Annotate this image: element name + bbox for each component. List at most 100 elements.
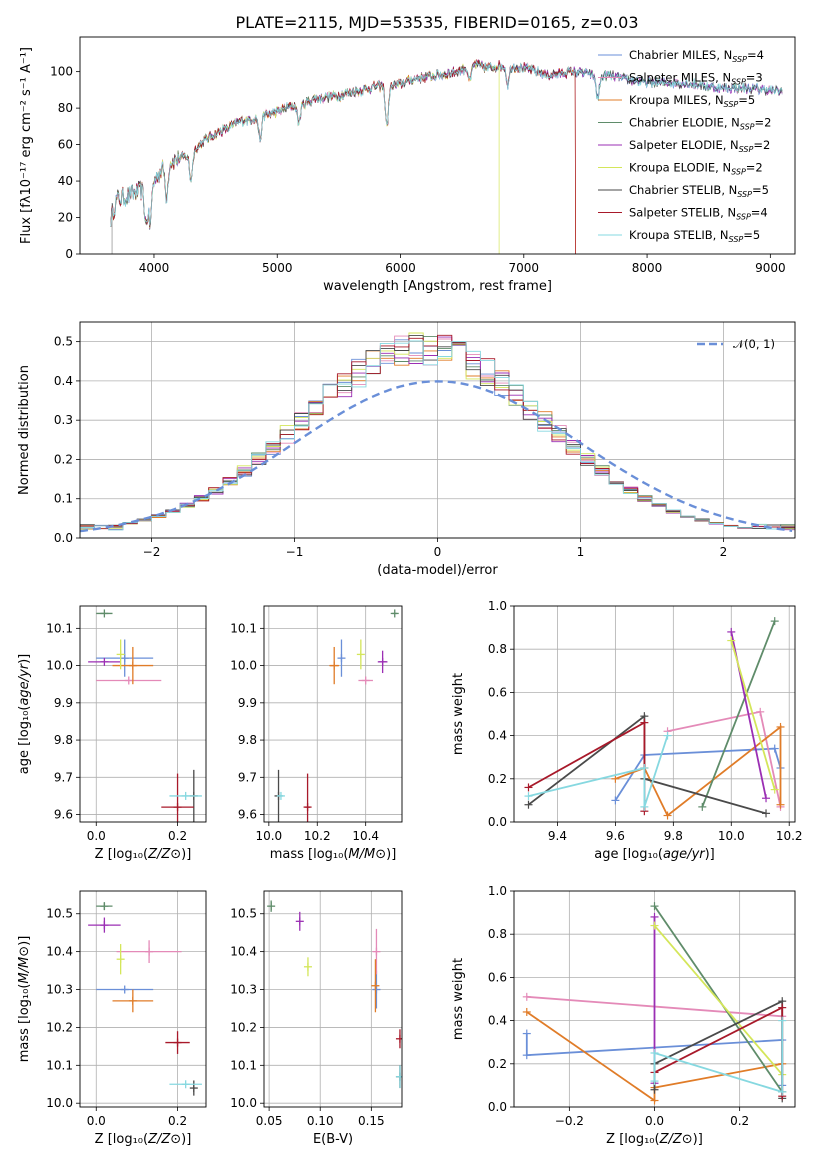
label-part: age/yr xyxy=(17,662,32,705)
y-tick-label: 0.3 xyxy=(54,413,73,427)
x-tick-label: 0.15 xyxy=(358,1114,385,1128)
point-salpeter-miles xyxy=(96,676,162,685)
x-tick-label: 0.0 xyxy=(87,829,106,843)
gaussian-legend-label: 𝒩(0, 1) xyxy=(733,337,775,351)
y-axis-label: Normed distribution xyxy=(17,365,32,495)
x-tick-label: 0.0 xyxy=(87,1114,106,1128)
y-tick-label: 0.0 xyxy=(488,1100,507,1114)
label-part: )] xyxy=(17,936,32,946)
x-tick-label: 0.2 xyxy=(168,1114,187,1128)
weight-line-kroupa-miles xyxy=(615,725,782,817)
plot-area xyxy=(522,902,787,1105)
label-part: )] xyxy=(181,847,191,862)
y-tick-label: 0.2 xyxy=(488,772,507,786)
legend-label: Chabrier STELIB, N xyxy=(629,183,737,197)
point-chabrier-elodie xyxy=(390,609,399,618)
point-kroupa-elodie xyxy=(116,944,125,975)
legend-entry: Kroupa MILES, NSSP=5 xyxy=(629,93,755,109)
x-tick-label: 0.05 xyxy=(256,1114,283,1128)
legend-count: =2 xyxy=(755,116,772,130)
axes-frame xyxy=(513,890,796,1108)
y-axis-label: Flux [fλ10⁻¹⁷ erg cm⁻² s⁻¹ A⁻¹] xyxy=(19,47,34,244)
y-tick-label: 10.5 xyxy=(230,907,257,921)
x-tick-label: 10.2 xyxy=(304,829,331,843)
y-tick-label: 80 xyxy=(58,101,73,115)
weight-line-chabrier-elodie xyxy=(701,620,776,808)
x-axis-label: Z [log₁₀(Z/Z⊙)] xyxy=(95,847,192,862)
point-salpeter-miles xyxy=(358,676,373,685)
x-tick-label: 4000 xyxy=(139,261,170,275)
plot-area xyxy=(88,609,202,822)
legend-subscript: SSP xyxy=(729,235,744,244)
panel-weight-vs-age: 9.4 9.6 9.8 10.0 10.2 0.0 0.2 0.4 0.6 0.8 1.0 age [… xyxy=(451,599,803,862)
label-part: M/M⊙ xyxy=(17,946,32,984)
x-tick-label: 10.0 xyxy=(718,829,745,843)
axes-frame xyxy=(263,890,403,1108)
legend-label: Chabrier MILES, N xyxy=(629,48,732,62)
legend-entry: Chabrier MILES, NSSP=4 xyxy=(629,48,764,64)
y-tick-label: 9.9 xyxy=(54,696,73,710)
point-chabrier-miles xyxy=(96,985,154,994)
legend-count: =5 xyxy=(752,183,769,197)
label-part: (data-model)/error xyxy=(377,563,498,578)
x-axis-label: (data-model)/error xyxy=(377,563,498,578)
plot-area xyxy=(80,332,795,538)
y-tick-label: 0.0 xyxy=(54,531,73,545)
legend-count: =4 xyxy=(747,48,764,62)
label-part: Flux [fλ10⁻¹⁷ erg cm⁻² s⁻¹ A⁻¹] xyxy=(19,47,34,244)
label-part: E(B-V) xyxy=(313,1132,353,1147)
y-axis-label: mass [log₁₀(M/M⊙)] xyxy=(17,936,32,1063)
weight-line-kroupa-stelib xyxy=(528,735,669,808)
point-kroupa-elodie xyxy=(356,639,365,670)
plot-area xyxy=(267,900,402,1089)
y-tick-label: 0.6 xyxy=(488,685,507,699)
weight-line-kroupa-stelib xyxy=(653,1020,784,1094)
y-tick-label: 10.0 xyxy=(46,1096,73,1110)
point-kroupa-stelib xyxy=(395,1065,402,1089)
weight-line-chabrier-miles xyxy=(614,747,782,801)
figure-title: PLATE=2115, MJD=53535, FIBERID=0165, z=0… xyxy=(235,13,638,32)
legend-entry: Salpeter MILES, NSSP=3 xyxy=(629,71,763,87)
point-chabrier-elodie xyxy=(96,609,113,618)
y-tick-label: 40 xyxy=(58,174,73,188)
x-tick-label: 9000 xyxy=(755,261,786,275)
y-tick-label: 9.8 xyxy=(238,733,257,747)
panel-weight-vs-Z: −0.2 0.0 0.2 0.0 0.2 0.4 0.6 0.8 1.0 Z [log₁₀(Z/Z… xyxy=(451,884,796,1147)
weight-line-salpeter-miles xyxy=(667,710,782,808)
x-axis-label: wavelength [Angstrom, rest frame] xyxy=(323,279,552,294)
axes-frame xyxy=(263,605,403,823)
legend-entry: Salpeter STELIB, NSSP=4 xyxy=(629,206,768,222)
y-tick-label: 0.2 xyxy=(488,1057,507,1071)
y-tick-label: 10.1 xyxy=(230,621,257,635)
point-kroupa-elodie xyxy=(303,957,312,977)
label-part: )] xyxy=(705,847,715,862)
spectrum-line-kroupa-stelib xyxy=(110,59,783,227)
x-tick-label: −0.2 xyxy=(555,1114,584,1128)
legend-label: Salpeter STELIB, N xyxy=(629,206,736,220)
legend-count: =5 xyxy=(743,228,760,242)
label-part: mass weight xyxy=(451,958,466,1040)
y-tick-label: 10.3 xyxy=(46,983,73,997)
label-part: wavelength [Angstrom, rest frame] xyxy=(323,279,552,294)
y-tick-label: 0.2 xyxy=(54,452,73,466)
point-salpeter-stelib xyxy=(395,1029,402,1049)
point-chabrier-stelib xyxy=(189,1080,198,1096)
y-tick-label: 0.1 xyxy=(54,492,73,506)
x-tick-label: −1 xyxy=(286,545,304,559)
y-tick-label: 10.0 xyxy=(230,659,257,673)
y-tick-label: 0.4 xyxy=(488,1014,507,1028)
x-tick-label: 10.0 xyxy=(255,829,282,843)
point-salpeter-elodie xyxy=(88,657,121,666)
y-tick-label: 0.5 xyxy=(54,335,73,349)
label-part: age [log₁₀( xyxy=(594,847,663,862)
point-kroupa-miles xyxy=(371,959,380,1013)
axes-frame xyxy=(79,36,796,255)
label-part: Normed distribution xyxy=(17,365,32,495)
legend-count: =2 xyxy=(753,138,770,152)
label-part: mass weight xyxy=(451,673,466,755)
point-kroupa-stelib xyxy=(169,1080,202,1089)
legend-label: Chabrier ELODIE, N xyxy=(629,116,740,130)
x-tick-label: 10.4 xyxy=(352,829,379,843)
y-tick-label: 0.4 xyxy=(488,729,507,743)
